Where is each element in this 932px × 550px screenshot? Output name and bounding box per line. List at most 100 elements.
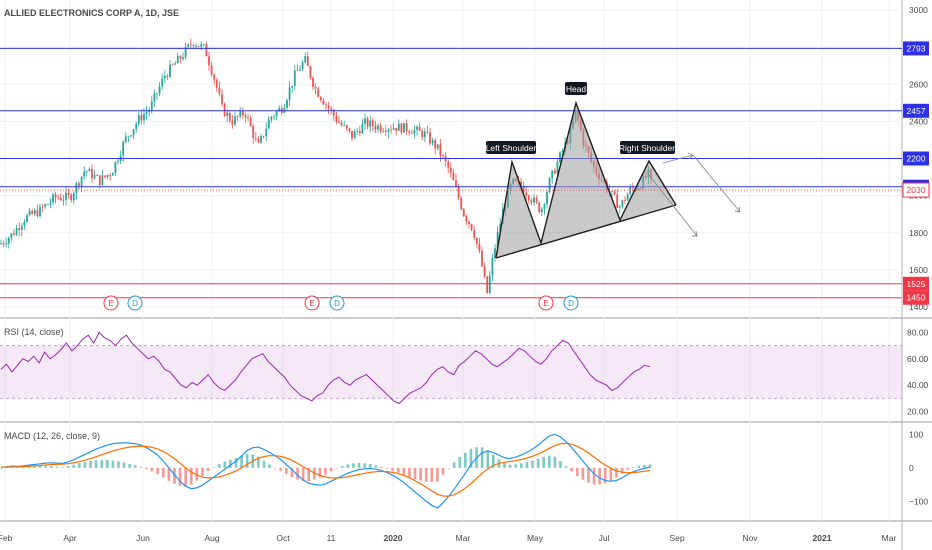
rsi-tick-label: 20.00 <box>907 406 929 416</box>
candle-body <box>156 93 158 95</box>
candle-body <box>455 180 457 187</box>
candle-body <box>546 192 548 205</box>
macd-histogram-bar <box>346 464 350 468</box>
candle-body <box>83 171 86 177</box>
macd-histogram-bar <box>240 455 243 468</box>
candle-body <box>306 56 309 67</box>
pattern-fill <box>496 103 676 258</box>
candle-body <box>23 221 26 226</box>
candle-body <box>202 44 205 45</box>
candle-body <box>624 200 626 201</box>
candle-body <box>322 100 325 105</box>
candle-body <box>548 178 551 193</box>
macd-histogram-bar <box>145 467 148 470</box>
candle-body <box>221 94 223 104</box>
candle-body <box>403 122 405 133</box>
candle-body <box>236 116 239 118</box>
time-axis[interactable]: Feb Apr Jun Aug Oct 11 2020 Mar May Jul Sep Nov 2021… <box>0 533 896 543</box>
macd-histogram-bar <box>587 467 590 483</box>
candle-body <box>13 233 15 235</box>
candle-body <box>543 204 546 209</box>
head-and-shoulders-pattern[interactable]: Left Shoulder Head Right Shoulder <box>486 82 741 259</box>
candle-body <box>59 197 62 201</box>
price-tick-label: 1800 <box>909 228 928 238</box>
candle-body <box>5 243 8 245</box>
candle-body <box>215 79 218 88</box>
macd-histogram-bar <box>307 467 311 482</box>
candle-body <box>197 45 200 47</box>
macd-histogram-bar <box>469 448 473 468</box>
candle-body <box>244 115 247 118</box>
projection-arrows <box>648 152 741 237</box>
candle-body <box>137 115 140 124</box>
candle-body <box>166 75 169 77</box>
candle-body <box>611 191 613 193</box>
macd-histogram-bar <box>329 467 333 472</box>
macd-pane[interactable]: 100 0 −100 <box>0 429 928 509</box>
candle-body <box>62 199 65 201</box>
candle-body <box>41 206 44 208</box>
macd-histogram-bar <box>296 467 299 480</box>
macd-histogram-bar <box>536 458 540 468</box>
macd-histogram-bar <box>575 467 579 476</box>
candle-body <box>18 228 21 230</box>
macd-histogram-bar <box>285 467 288 475</box>
macd-histogram-bar <box>106 460 109 468</box>
event-marker-circle <box>127 295 143 311</box>
candle-body <box>104 175 106 177</box>
candle-body <box>356 131 359 132</box>
candle-body <box>395 128 398 131</box>
candle-body <box>553 170 556 174</box>
neckline <box>495 204 677 259</box>
macd-tick-label: 100 <box>909 429 923 439</box>
candle-body <box>252 126 255 139</box>
macd-title: MACD (12, 26, close, 9) <box>4 431 100 441</box>
time-tick-label: 11 <box>327 533 336 543</box>
macd-histogram-bar <box>352 463 355 468</box>
candle-body <box>449 167 452 173</box>
macd-histogram-bar <box>520 463 523 468</box>
candle-body <box>535 197 538 203</box>
macd-line <box>0 433 651 509</box>
candle-body <box>93 175 96 179</box>
candle-body <box>410 132 413 134</box>
candle-body <box>171 64 174 66</box>
candle-body <box>257 138 260 143</box>
macd-histogram-bar <box>413 467 417 480</box>
time-tick-label: Mar <box>882 533 897 543</box>
candle-body <box>327 105 330 109</box>
macd-histogram-bar <box>229 459 232 468</box>
macd-histogram-bar <box>55 466 59 468</box>
candle-body <box>351 130 353 139</box>
macd-histogram-bar <box>609 467 613 481</box>
candle-body <box>408 131 411 133</box>
candle-body <box>473 230 476 238</box>
candle-body <box>533 197 535 203</box>
candle-body <box>91 168 93 179</box>
rsi-pane[interactable]: 80.00 60.00 40.00 20.00 <box>0 328 929 417</box>
macd-histogram-bar <box>156 467 159 474</box>
candle-body <box>208 56 210 66</box>
candle-body <box>2 243 5 245</box>
rsi-band <box>0 345 902 399</box>
time-tick-label: 2021 <box>813 533 832 543</box>
candle-body <box>520 181 522 187</box>
macd-histogram-bar <box>201 467 204 476</box>
candle-body <box>325 104 327 106</box>
candle-body <box>158 86 161 94</box>
candle-body <box>10 233 13 238</box>
candle-body <box>109 175 112 176</box>
candle-body <box>31 210 34 214</box>
macd-histogram-bar <box>615 467 618 478</box>
macd-histogram-bar <box>391 467 394 471</box>
candle-body <box>33 210 36 214</box>
macd-histogram-bar <box>273 467 277 469</box>
candle-body <box>330 108 333 110</box>
candle-body <box>88 168 91 172</box>
macd-histogram-bar <box>564 466 568 468</box>
last-price-bg <box>902 182 930 198</box>
macd-tick-label: −100 <box>909 496 928 506</box>
candle-body <box>475 237 478 244</box>
